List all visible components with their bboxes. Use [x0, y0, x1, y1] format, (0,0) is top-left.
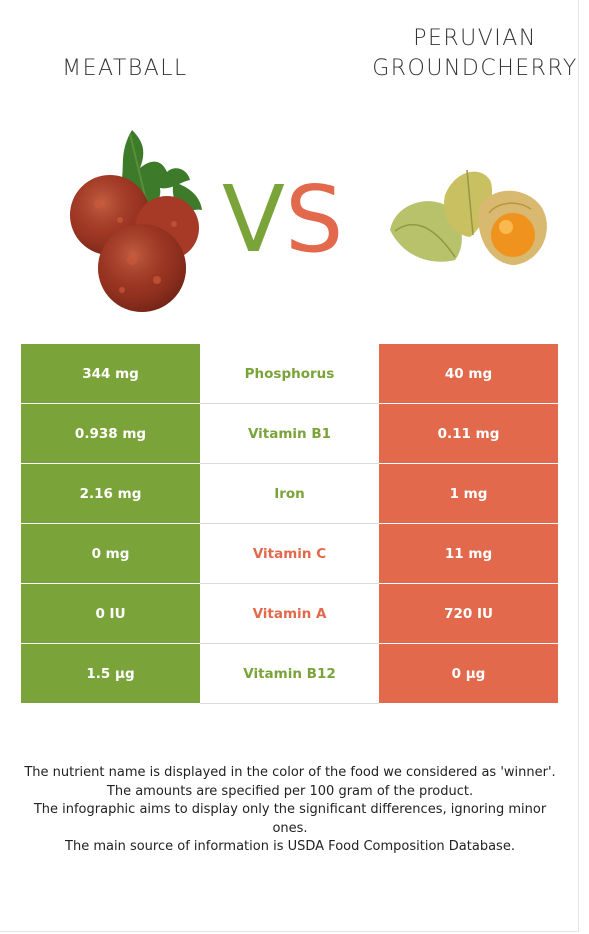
footnote-aim: The infographic aims to display only the…	[33, 802, 547, 836]
versus-s: S	[284, 166, 344, 273]
table-row: 344 mg Phosphorus 40 mg	[21, 344, 558, 404]
nutrient-name-cell: Phosphorus	[200, 344, 379, 404]
nutrient-name-cell: Vitamin C	[200, 523, 379, 584]
right-value-cell: 11 mg	[379, 523, 558, 584]
left-food-title: MEATBALL	[20, 54, 230, 84]
nutrient-name-cell: Vitamin B1	[200, 403, 379, 464]
left-food-name: MEATBALL	[62, 56, 188, 81]
versus-v: V	[222, 166, 285, 273]
comparison-table: 344 mg Phosphorus 40 mg 0.938 mg Vitamin B1 0…	[21, 344, 558, 704]
table-row: 0.938 mg Vitamin B1 0.11 mg	[21, 403, 558, 464]
table-row: 1.5 µg Vitamin B12 0 µg	[21, 643, 558, 704]
meatball-image	[70, 130, 202, 312]
table-row: 2.16 mg Iron 1 mg	[21, 463, 558, 524]
left-value-cell: 344 mg	[21, 344, 200, 404]
table-row: 0 mg Vitamin C 11 mg	[21, 523, 558, 584]
right-value-cell: 720 IU	[379, 583, 558, 644]
right-value-cell: 1 mg	[379, 463, 558, 524]
right-food-name-line1: PERUVIAN	[413, 26, 537, 51]
right-value-cell: 0 µg	[379, 643, 558, 704]
footnote-amounts: The amounts are specified per 100 gram o…	[106, 783, 474, 799]
left-value-cell: 0.938 mg	[21, 403, 200, 464]
nutrient-name-cell: Iron	[200, 463, 379, 524]
footnote-source: The main source of information is USDA F…	[65, 839, 515, 854]
left-value-cell: 1.5 µg	[21, 643, 200, 704]
footnotes: The nutrient name is displayed in the co…	[20, 764, 560, 857]
left-value-cell: 2.16 mg	[21, 463, 200, 524]
versus-label: VS	[222, 170, 343, 270]
right-value-cell: 0.11 mg	[379, 403, 558, 464]
table-row: 0 IU Vitamin A 720 IU	[21, 583, 558, 644]
right-food-title: PERUVIAN GROUNDCHERRY	[362, 24, 588, 84]
left-value-cell: 0 mg	[21, 523, 200, 584]
left-value-cell: 0 IU	[21, 583, 200, 644]
right-food-name-line2: GROUNDCHERRY	[372, 56, 578, 81]
nutrient-name-cell: Vitamin A	[200, 583, 379, 644]
groundcherry-image	[390, 169, 547, 265]
nutrient-name-cell: Vitamin B12	[200, 643, 379, 704]
right-value-cell: 40 mg	[379, 344, 558, 404]
footnote-winner: The nutrient name is displayed in the co…	[24, 765, 556, 780]
